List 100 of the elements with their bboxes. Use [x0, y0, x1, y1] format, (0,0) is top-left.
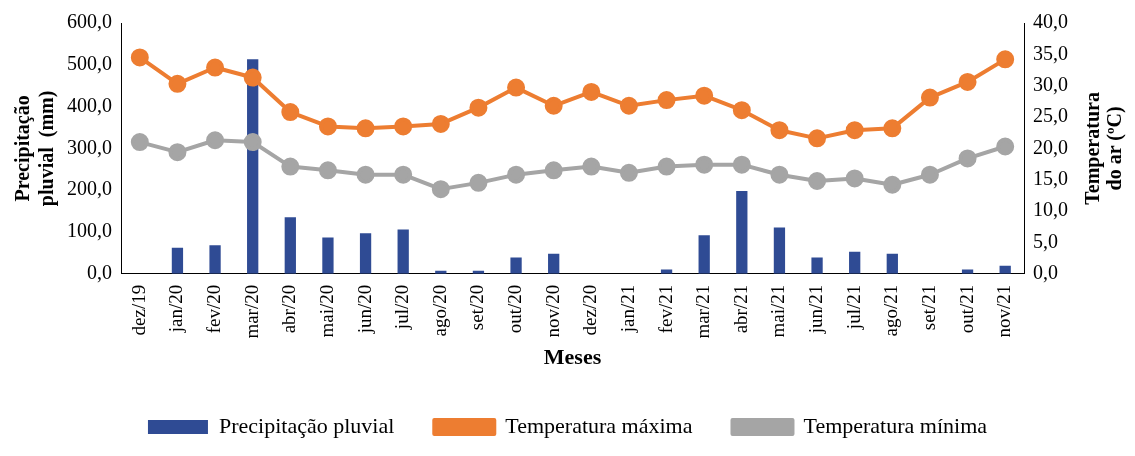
y2-tick-label: 35,0 — [1033, 41, 1068, 64]
point — [657, 157, 676, 176]
x-tick-label: jun/21 — [805, 284, 827, 335]
point — [431, 114, 450, 133]
x-tick-label: ago/21 — [880, 284, 902, 337]
point — [619, 96, 638, 115]
bar — [773, 227, 786, 274]
x-tick-label: set/21 — [917, 284, 939, 331]
point — [657, 91, 676, 110]
point — [168, 143, 187, 162]
point — [695, 155, 714, 174]
point — [732, 101, 751, 120]
point — [507, 78, 526, 97]
point — [544, 161, 563, 180]
x-tick-label: jul/20 — [391, 284, 413, 331]
point — [582, 82, 601, 101]
x-tick-label: out/21 — [955, 284, 977, 334]
bar — [849, 251, 861, 274]
point — [168, 74, 187, 93]
y-tick-label: 100,0 — [67, 219, 112, 242]
point — [770, 121, 789, 140]
point — [695, 86, 714, 105]
point — [356, 165, 375, 184]
point — [544, 96, 563, 115]
x-tick-label: mar/21 — [692, 284, 714, 339]
point — [920, 165, 939, 184]
bar — [359, 233, 372, 274]
point — [996, 50, 1015, 69]
x-tick-label: fev/21 — [654, 284, 676, 334]
point — [996, 137, 1015, 156]
bar — [548, 253, 560, 274]
y2-tick-label: 25,0 — [1033, 104, 1068, 127]
point — [845, 169, 864, 188]
x-tick-label: out/20 — [504, 284, 526, 334]
point — [883, 175, 902, 194]
y2-tick-label: 5,0 — [1033, 229, 1058, 252]
x-tick-label: mai/21 — [767, 284, 789, 338]
legend-label: Precipitação pluvial — [218, 412, 395, 438]
point — [582, 157, 601, 176]
y-tick-label: 500,0 — [67, 52, 112, 75]
point — [808, 171, 827, 190]
legend-label: Temperatura máxima — [505, 412, 693, 438]
point — [356, 119, 375, 138]
x-tick-label: abr/20 — [278, 284, 300, 334]
point — [243, 68, 262, 87]
bar — [322, 237, 334, 274]
x-tick-label: dez/19 — [127, 284, 149, 336]
x-tick-label: set/20 — [466, 284, 488, 331]
point — [958, 149, 977, 168]
y2-tick-label: 20,0 — [1033, 135, 1068, 158]
x-tick-label: mar/20 — [240, 284, 262, 339]
point — [958, 72, 977, 91]
y-tick-label: 600,0 — [67, 10, 112, 33]
point — [281, 103, 300, 122]
point — [507, 165, 526, 184]
point — [206, 58, 225, 77]
y2-tick-label: 40,0 — [1033, 10, 1068, 33]
point — [243, 133, 262, 152]
point — [281, 157, 300, 176]
y2-axis-title: Temperatura do ar (ºC) — [1081, 92, 1127, 205]
x-tick-label: abr/21 — [729, 284, 751, 334]
point — [469, 98, 488, 117]
point — [469, 173, 488, 192]
point — [394, 117, 413, 136]
legend-label: Temperatura mínima — [803, 412, 988, 438]
point — [206, 131, 225, 150]
point — [394, 165, 413, 184]
bar — [171, 247, 184, 274]
point — [770, 165, 789, 184]
bar — [284, 217, 296, 274]
point — [130, 48, 149, 67]
point — [431, 180, 450, 199]
x-tick-label: nov/20 — [541, 284, 563, 338]
x-tick-label: nov/21 — [993, 284, 1015, 338]
y2-tick-label: 15,0 — [1033, 166, 1068, 189]
x-tick-label: fev/20 — [203, 284, 225, 334]
y-tick-label: 400,0 — [67, 93, 112, 116]
y-tick-label: 300,0 — [67, 135, 112, 158]
y2-tick-label: 30,0 — [1033, 72, 1068, 95]
point — [920, 88, 939, 107]
point — [318, 161, 337, 180]
point — [619, 163, 638, 182]
point — [845, 121, 864, 140]
bar — [886, 253, 898, 274]
bar — [736, 191, 748, 274]
bar — [209, 245, 221, 274]
y-tick-label: 0,0 — [87, 261, 112, 284]
x-axis-title: Meses — [543, 344, 602, 370]
x-tick-label: jan/20 — [165, 284, 187, 334]
x-tick-label: mai/20 — [315, 284, 337, 338]
y2-tick-label: 10,0 — [1033, 198, 1068, 221]
point — [318, 117, 337, 136]
y-tick-label: 200,0 — [67, 177, 112, 200]
bar — [510, 257, 522, 274]
x-tick-label: jan/21 — [616, 284, 638, 334]
point — [732, 155, 751, 174]
point — [883, 119, 902, 138]
y2-tick-label: 0,0 — [1033, 261, 1058, 284]
bar — [397, 229, 409, 274]
point — [130, 133, 149, 152]
